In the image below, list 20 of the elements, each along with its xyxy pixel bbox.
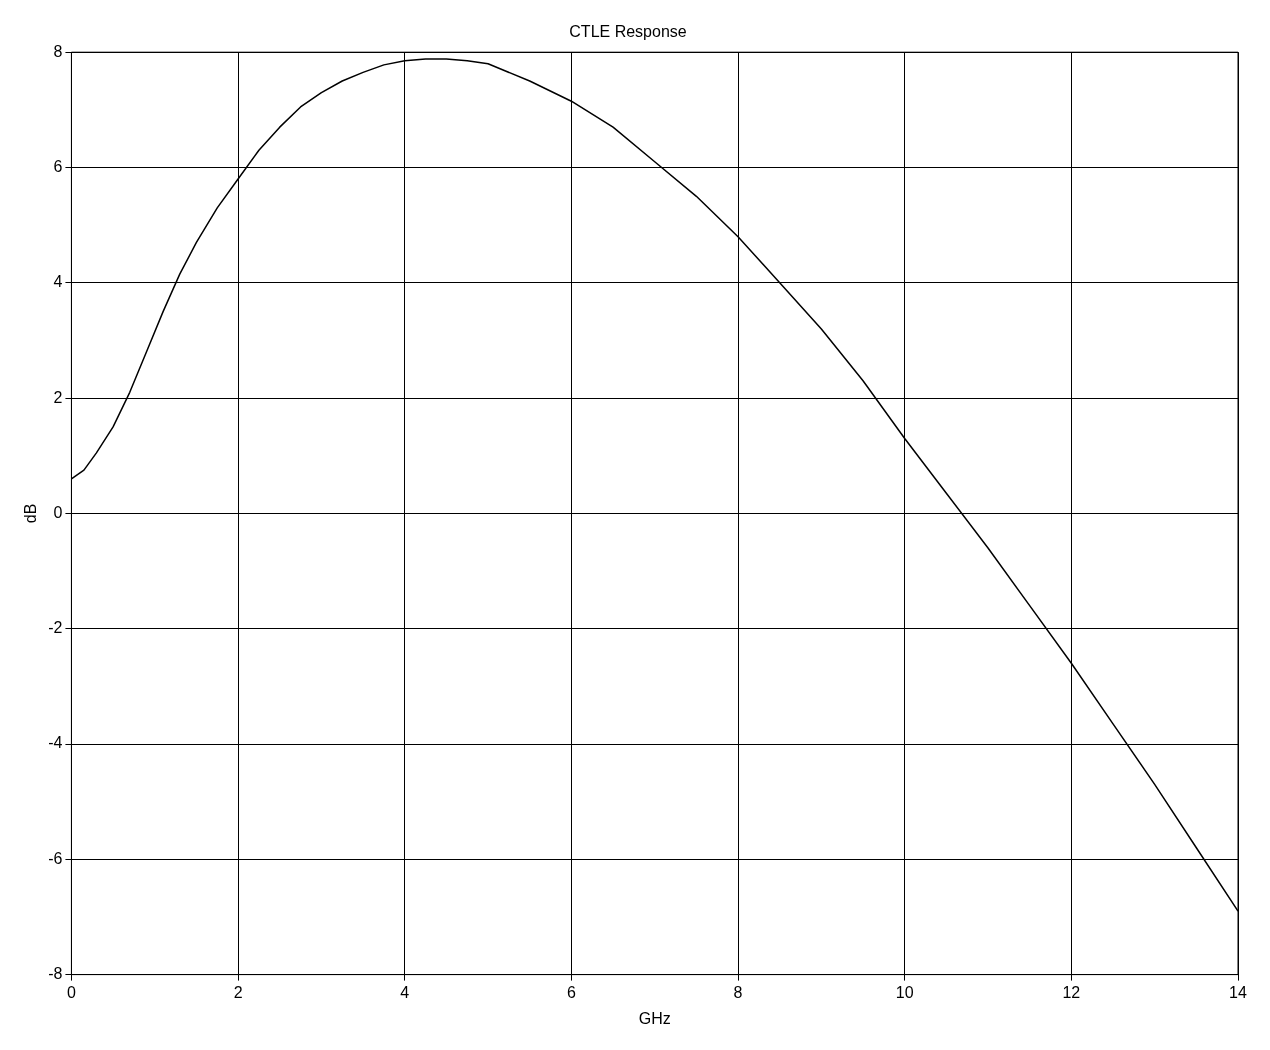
y-tick-label: 4 xyxy=(53,273,63,291)
y-tick-label: 8 xyxy=(53,42,63,60)
y-tick-label: -8 xyxy=(48,965,63,983)
y-tick-label: 6 xyxy=(53,157,63,175)
x-tick-label: 12 xyxy=(1062,983,1081,1001)
y-axis-title: dB xyxy=(22,503,40,524)
y-tick-label: -6 xyxy=(48,849,63,867)
x-axis-title: GHz xyxy=(638,1009,671,1027)
x-tick-label: 2 xyxy=(233,983,243,1001)
x-tick-label: 8 xyxy=(733,983,743,1001)
y-tick-label: -2 xyxy=(48,619,63,637)
x-tick-label: 14 xyxy=(1229,983,1247,1001)
y-tick-label: 0 xyxy=(53,503,63,521)
y-tick-label: -4 xyxy=(48,734,63,752)
x-tick-label: 6 xyxy=(566,983,576,1001)
chart-title: CTLE Response xyxy=(569,23,687,41)
x-tick-label: 4 xyxy=(400,983,410,1001)
x-tick-label: 0 xyxy=(66,983,76,1001)
x-tick-label: 10 xyxy=(895,983,914,1001)
y-tick-label: 2 xyxy=(53,388,63,406)
